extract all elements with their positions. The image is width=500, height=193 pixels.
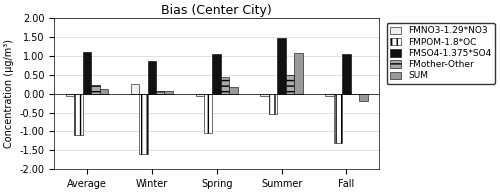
Bar: [278, 38, 286, 94]
Legend: FMNO3-1.29*NO3, FMPOM-1.8*OC, FMSO4-1.375*SO4, FMother-Other, SUM: FMNO3-1.29*NO3, FMPOM-1.8*OC, FMSO4-1.37…: [386, 23, 495, 84]
Title: Bias (Center City): Bias (Center City): [162, 4, 272, 17]
Bar: [269, 94, 278, 114]
Bar: [212, 54, 221, 94]
Bar: [221, 77, 230, 94]
Bar: [294, 53, 302, 94]
Bar: [66, 94, 74, 96]
Bar: [334, 94, 342, 143]
Bar: [148, 61, 156, 94]
Bar: [82, 52, 91, 94]
Y-axis label: Concentration (μg/m³): Concentration (μg/m³): [4, 39, 14, 148]
Bar: [204, 94, 212, 133]
Bar: [156, 91, 164, 94]
Bar: [286, 75, 294, 94]
Bar: [91, 85, 100, 94]
Bar: [342, 54, 350, 94]
Bar: [230, 87, 238, 94]
Bar: [164, 91, 173, 94]
Bar: [100, 89, 108, 94]
Bar: [196, 94, 204, 96]
Bar: [74, 94, 82, 135]
Bar: [326, 94, 334, 96]
Bar: [260, 94, 269, 96]
Bar: [139, 94, 147, 154]
Bar: [130, 84, 139, 94]
Bar: [359, 94, 368, 101]
